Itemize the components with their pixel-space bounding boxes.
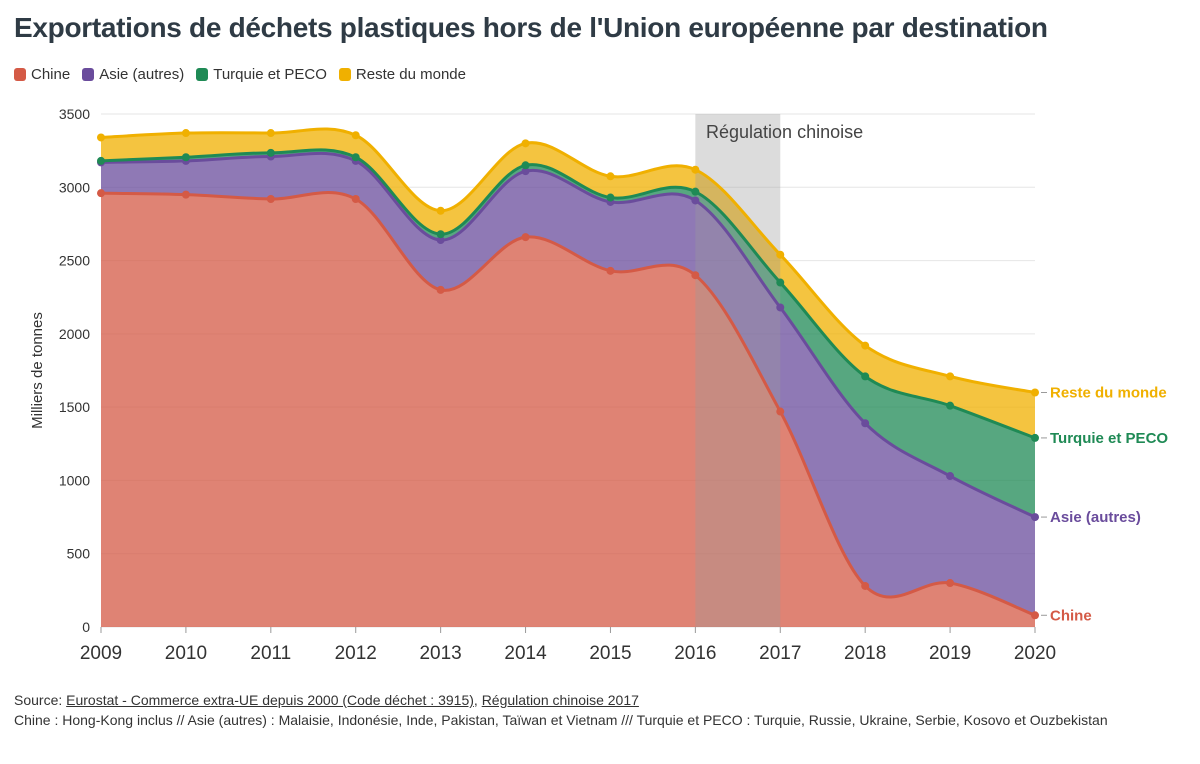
source-link-eurostat[interactable]: Eurostat - Commerce extra-UE depuis 2000… [66, 692, 474, 708]
footnote: Chine : Hong-Kong inclus // Asie (autres… [14, 712, 1108, 728]
legend-item-chine[interactable]: Chine [14, 66, 70, 83]
data-point [606, 172, 615, 181]
y-tick-label: 1000 [59, 472, 90, 488]
data-point [776, 407, 785, 416]
data-point [946, 472, 955, 481]
x-tick-label: 2019 [929, 643, 971, 664]
end-label: Reste du monde [1050, 384, 1167, 401]
x-tick-label: 2012 [335, 643, 377, 664]
end-label: Turquie et PECO [1050, 430, 1168, 447]
x-tick-label: 2020 [1014, 643, 1056, 664]
data-point [776, 303, 785, 312]
data-point [606, 193, 615, 202]
chart-title: Exportations de déchets plastiques hors … [14, 12, 1048, 43]
data-point [436, 206, 445, 215]
y-tick-label: 3500 [59, 106, 90, 122]
data-point [521, 161, 530, 170]
data-point [861, 341, 870, 350]
data-point [861, 372, 870, 381]
data-point [691, 187, 700, 196]
stacked-area-chart: 0 500 1000 1500 2000 2500 3000 3500 2009 2010 2011… [29, 106, 1168, 664]
data-point [691, 165, 700, 174]
legend-item-turquie[interactable]: Turquie et PECO [196, 66, 327, 83]
annotation-label: Régulation chinoise [706, 122, 863, 142]
data-point [946, 372, 955, 381]
data-point [436, 230, 445, 239]
data-point [776, 250, 785, 259]
legend-item-reste[interactable]: Reste du monde [338, 66, 466, 83]
data-point [1031, 433, 1039, 442]
legend-label: Reste du monde [355, 66, 466, 83]
data-point [1031, 611, 1039, 620]
area-0 [101, 192, 1035, 627]
legend-swatch [196, 68, 209, 81]
data-point [1031, 388, 1039, 397]
data-point [266, 148, 275, 157]
x-tick-label: 2015 [589, 643, 631, 664]
y-tick-label: 2500 [59, 253, 90, 269]
end-label: Asie (autres) [1050, 509, 1141, 526]
source-link-regulation[interactable]: Régulation chinoise 2017 [481, 692, 639, 708]
data-point [436, 236, 445, 245]
data-point [266, 129, 275, 138]
shaded-region [695, 114, 781, 627]
data-point [521, 139, 530, 148]
legend-label: Asie (autres) [99, 66, 185, 83]
legend: Chine Asie (autres) Turquie et PECO Rest… [14, 66, 466, 83]
data-point [181, 153, 190, 162]
legend-label: Chine [31, 66, 71, 83]
y-tick-label: 500 [67, 546, 91, 562]
data-point [266, 195, 275, 204]
data-point [1031, 513, 1039, 522]
footer: Source: Eurostat - Commerce extra-UE dep… [14, 690, 1174, 730]
data-point [521, 167, 530, 176]
data-point [181, 190, 190, 199]
legend-swatch [82, 68, 95, 81]
data-point [97, 133, 105, 142]
x-tick-label: 2010 [165, 643, 207, 664]
data-point [946, 401, 955, 410]
data-point [691, 271, 700, 280]
legend-label: Turquie et PECO [213, 66, 327, 83]
y-tick-label: 2000 [59, 326, 90, 342]
x-tick-label: 2011 [250, 643, 291, 664]
legend-swatch [14, 68, 26, 81]
x-tick-label: 2016 [674, 643, 716, 664]
data-point [776, 278, 785, 287]
area-1 [101, 153, 1035, 616]
y-tick-label: 1500 [59, 399, 90, 415]
data-point [521, 233, 530, 242]
legend-swatch [338, 68, 351, 81]
y-axis-label: Milliers de tonnes [29, 312, 46, 429]
data-point [691, 196, 700, 205]
data-point [351, 153, 360, 162]
data-point [181, 129, 190, 138]
data-point [946, 579, 955, 588]
data-point [861, 581, 870, 590]
x-tick-label: 2009 [80, 643, 122, 664]
x-tick-label: 2013 [419, 643, 461, 664]
end-label: Chine [1050, 607, 1092, 624]
data-point [861, 419, 870, 428]
legend-item-asie[interactable]: Asie (autres) [82, 66, 184, 83]
data-point [97, 189, 105, 198]
y-tick-label: 0 [82, 619, 90, 635]
x-tick-label: 2017 [759, 643, 801, 664]
data-point [606, 266, 615, 275]
data-point [351, 195, 360, 204]
x-tick-label: 2014 [504, 643, 547, 664]
source-line: Source: Eurostat - Commerce extra-UE dep… [14, 692, 639, 708]
y-tick-label: 3000 [59, 179, 90, 195]
x-tick-label: 2018 [844, 643, 886, 664]
data-point [97, 156, 105, 165]
data-point [436, 285, 445, 294]
data-point [351, 131, 360, 140]
